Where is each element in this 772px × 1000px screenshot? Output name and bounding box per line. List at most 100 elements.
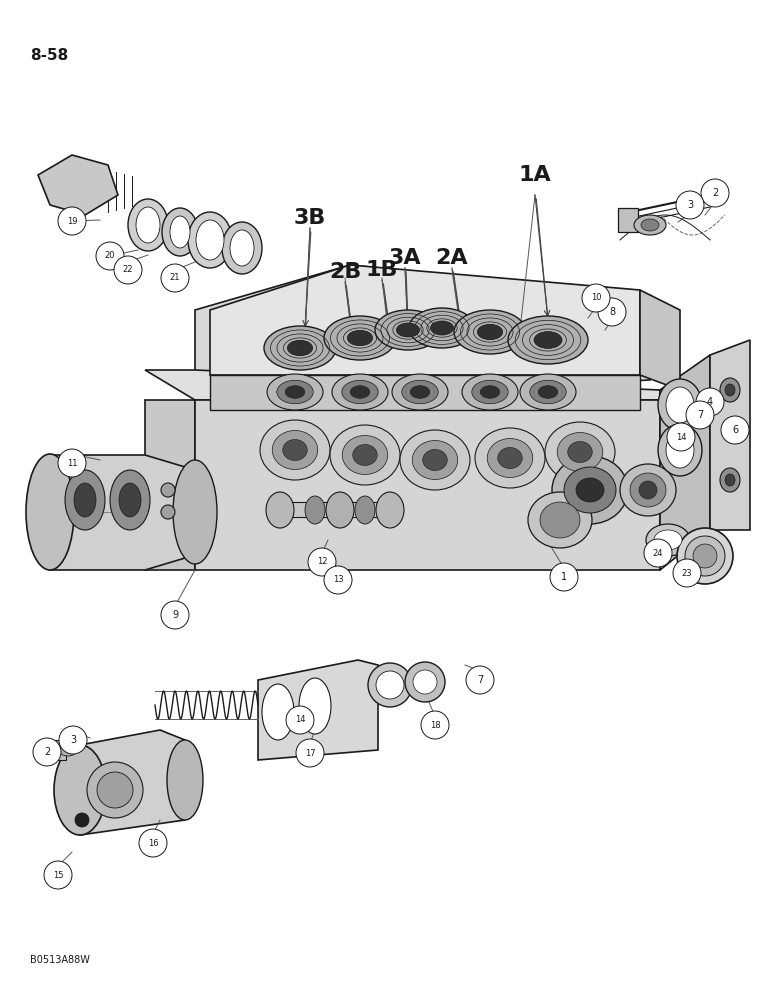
Ellipse shape (498, 448, 522, 468)
Circle shape (721, 416, 749, 444)
Ellipse shape (538, 386, 558, 398)
Ellipse shape (324, 316, 396, 360)
Circle shape (308, 548, 336, 576)
Text: 14: 14 (295, 716, 305, 724)
Text: 7: 7 (477, 675, 483, 685)
Ellipse shape (646, 524, 690, 556)
Circle shape (161, 264, 189, 292)
Ellipse shape (375, 310, 441, 350)
Ellipse shape (462, 374, 518, 410)
Ellipse shape (285, 386, 305, 398)
Ellipse shape (666, 432, 694, 468)
Polygon shape (640, 290, 680, 390)
Text: 8-58: 8-58 (30, 48, 68, 63)
Circle shape (58, 207, 86, 235)
Polygon shape (38, 155, 118, 215)
Text: 2: 2 (44, 747, 50, 757)
Ellipse shape (658, 424, 702, 476)
Ellipse shape (260, 420, 330, 480)
Ellipse shape (725, 384, 735, 396)
Ellipse shape (720, 378, 740, 402)
Text: 24: 24 (653, 548, 663, 558)
Ellipse shape (87, 762, 143, 818)
Text: 1: 1 (561, 572, 567, 582)
Text: 21: 21 (170, 273, 180, 282)
Circle shape (598, 298, 626, 326)
Circle shape (59, 726, 87, 754)
Polygon shape (660, 355, 710, 570)
Ellipse shape (283, 440, 307, 460)
Ellipse shape (262, 684, 294, 740)
Text: 18: 18 (430, 720, 440, 730)
Text: 11: 11 (66, 458, 77, 468)
Ellipse shape (75, 813, 89, 827)
Ellipse shape (685, 536, 725, 576)
Bar (618, 208, 638, 232)
Ellipse shape (355, 496, 375, 524)
Ellipse shape (720, 468, 740, 492)
Ellipse shape (350, 386, 370, 398)
Circle shape (139, 829, 167, 857)
Ellipse shape (487, 438, 533, 478)
Ellipse shape (475, 428, 545, 488)
Text: 7: 7 (697, 410, 703, 420)
Ellipse shape (397, 323, 419, 337)
Ellipse shape (167, 740, 203, 820)
Ellipse shape (634, 215, 666, 235)
Circle shape (324, 566, 352, 594)
Ellipse shape (630, 473, 666, 507)
Ellipse shape (376, 492, 404, 528)
Ellipse shape (666, 387, 694, 423)
Ellipse shape (392, 374, 448, 410)
Ellipse shape (552, 456, 628, 524)
Circle shape (686, 401, 714, 429)
Ellipse shape (342, 380, 378, 404)
Ellipse shape (400, 430, 470, 490)
Ellipse shape (188, 212, 232, 268)
Text: 17: 17 (305, 748, 315, 758)
Ellipse shape (423, 450, 447, 471)
Ellipse shape (170, 216, 190, 248)
Ellipse shape (641, 219, 659, 231)
Ellipse shape (567, 442, 592, 462)
Text: 2A: 2A (435, 248, 469, 268)
Text: 3: 3 (687, 200, 693, 210)
Ellipse shape (454, 310, 526, 354)
Circle shape (114, 256, 142, 284)
Text: 15: 15 (52, 870, 63, 880)
Ellipse shape (477, 324, 503, 340)
Text: 2: 2 (712, 188, 718, 198)
Circle shape (58, 449, 86, 477)
Ellipse shape (576, 478, 604, 502)
Ellipse shape (530, 380, 566, 404)
Ellipse shape (412, 440, 458, 480)
Ellipse shape (342, 436, 388, 475)
Ellipse shape (128, 199, 168, 251)
Ellipse shape (332, 374, 388, 410)
Ellipse shape (299, 678, 331, 734)
Ellipse shape (26, 454, 74, 570)
Bar (50, 740, 66, 760)
Ellipse shape (196, 220, 224, 260)
Text: 9: 9 (172, 610, 178, 620)
Ellipse shape (431, 321, 454, 335)
Ellipse shape (97, 772, 133, 808)
Ellipse shape (54, 745, 106, 835)
Text: 23: 23 (682, 568, 692, 578)
Circle shape (44, 861, 72, 889)
Ellipse shape (545, 422, 615, 482)
Ellipse shape (654, 530, 682, 550)
Text: 10: 10 (591, 294, 601, 302)
Polygon shape (50, 455, 195, 570)
Ellipse shape (267, 374, 323, 410)
Ellipse shape (368, 663, 412, 707)
Ellipse shape (480, 386, 499, 398)
Circle shape (296, 739, 324, 767)
Ellipse shape (330, 425, 400, 485)
Text: 3B: 3B (294, 208, 327, 228)
Circle shape (644, 539, 672, 567)
Text: 3A: 3A (388, 248, 422, 268)
Ellipse shape (409, 308, 475, 348)
Circle shape (96, 242, 124, 270)
Text: 16: 16 (147, 838, 158, 848)
